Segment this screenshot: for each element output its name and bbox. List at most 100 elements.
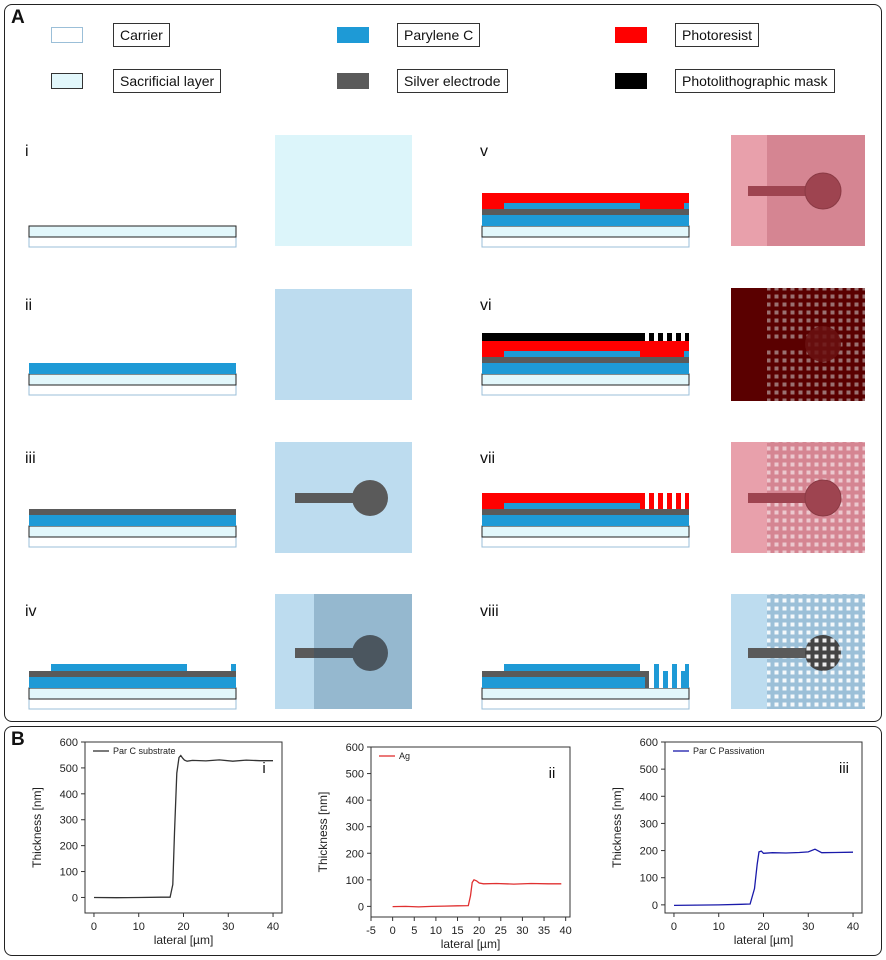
legend-label-carrier: Carrier [113,23,170,47]
chart-i-xtick-label: 20 [177,921,189,933]
chart-i-frame [84,741,283,914]
chart-ii-ytick-label: 600 [346,742,364,754]
chart-ii-xtick-label: 15 [451,925,463,937]
chart-iii-panel-label: iii [839,760,849,777]
step-label-ii: ii [25,297,33,314]
chart-ii-ytick-label: 500 [346,769,364,781]
top-view-i [275,135,412,246]
top-view-iii [275,442,412,553]
chart-iii-ytick-label: 500 [640,764,658,776]
top-view-viii [731,594,865,709]
chart-ii-xtick-label: 35 [538,925,550,937]
cross-section-ii [28,363,237,396]
top-view-iv [275,594,412,709]
top-view-vii [731,442,865,553]
chart-iii-xtick-label: 30 [802,921,814,933]
panel-b: B 0 100 200 300 400 500 600 0 10 20 30 40 Par C subs… [4,726,882,956]
step-label-vi: vi [480,297,492,314]
legend-label-photoresist: Photoresist [675,23,760,47]
cross-section-iii [28,509,237,548]
chart-ii-ytick-label: 200 [346,848,364,860]
chart-iii-ytick-label: 600 [640,737,658,749]
chart-iii-ytick-label: 0 [652,900,658,912]
chart-iii-xtick-label: 0 [671,921,677,933]
chart-ii-xtick-label: 0 [390,925,396,937]
chart-ii-xtick-label: 5 [411,925,417,937]
chart-ii-ytick-label: 400 [346,795,364,807]
legend-swatch-parylene [337,27,369,43]
chart-iii-ytick-label: 300 [640,818,658,830]
chart-iii-xlabel: lateral [µm] [734,933,794,947]
top-view-v [731,135,865,246]
chart-ii-frame [370,746,571,918]
chart-i-xtick-label: 40 [267,921,279,933]
chart-ii-xtick-label: 20 [473,925,485,937]
legend-label-sacrificial: Sacrificial layer [113,69,222,93]
chart-ii-ytick-label: 300 [346,822,364,834]
chart-i-ylabel: Thickness [nm] [30,787,44,868]
chart-iii-line [673,848,854,907]
step-label-v: v [480,143,488,160]
chart-i-ytick-label: 500 [60,763,78,775]
chart-i-xtick-label: 30 [222,921,234,933]
chart-i-panel-label: i [262,760,265,777]
chart-i-xlabel: lateral [µm] [154,933,214,947]
chart-ii-xtick-label: -5 [366,925,376,937]
cross-section-viii [481,664,690,710]
chart-ii-ylabel: Thickness [nm] [316,792,330,873]
panel-b-label: B [11,729,25,750]
chart-ii-ytick-label: 0 [358,901,364,913]
panel-a-label: A [11,7,25,28]
legend-swatch-carrier [51,27,83,43]
step-label-iii: iii [25,450,36,467]
panel-a: A Carrier Parylene C Photoresist Sacrifi… [4,4,882,722]
chart-i-xtick-label: 0 [91,921,97,933]
chart-ii-xtick-label: 10 [430,925,442,937]
legend-label-parylene: Parylene C [397,23,481,47]
step-label-iv: iv [25,603,37,620]
legend-swatch-sacrificial [51,73,83,89]
legend-swatch-silver [337,73,369,89]
chart-i-ytick-label: 0 [72,892,78,904]
chart-iii-frame [664,741,863,914]
legend-label-silver: Silver electrode [397,69,508,93]
chart-i-ytick-label: 400 [60,789,78,801]
chart-ii-panel-label: ii [549,765,556,782]
step-label-vii: vii [480,450,496,467]
chart-ii-xtick-label: 40 [560,925,572,937]
chart-iii-ytick-label: 200 [640,846,658,858]
chart-iii-legend-label: Par C Passivation [693,746,765,756]
cross-section-vi [481,333,690,396]
cross-section-v [481,193,690,248]
cross-section-i [28,225,237,248]
chart-i-xtick-label: 10 [133,921,145,933]
chart-i-legend-label: Par C substrate [113,746,176,756]
chart-iii-xtick-label: 10 [713,921,725,933]
chart-i-ytick-label: 600 [60,737,78,749]
chart-iii-xtick-label: 40 [847,921,859,933]
chart-iii-xtick-label: 20 [757,921,769,933]
chart-iii-ylabel: Thickness [nm] [610,787,624,868]
chart-iii-ytick-label: 400 [640,791,658,803]
cross-section-vii [481,493,690,548]
step-label-i: i [25,143,29,160]
chart-ii-xlabel: lateral [µm] [441,937,501,951]
chart-i-line [93,754,273,899]
chart-ii-xtick-label: 30 [516,925,528,937]
step-label-viii: viii [480,603,499,620]
chart-ii-xtick-label: 25 [495,925,507,937]
chart-ii-legend-label: Ag [399,751,410,761]
chart-i-ytick-label: 100 [60,867,78,879]
cross-section-iv [28,664,237,710]
chart-ii-line [392,878,562,908]
legend-swatch-photoresist [615,27,647,43]
process-diagram [28,135,865,710]
top-view-ii [275,289,412,400]
top-view-vi [731,288,865,401]
legend-label-mask: Photolithographic mask [675,69,835,93]
chart-i-ytick-label: 300 [60,815,78,827]
chart-i-ytick-label: 200 [60,841,78,853]
legend-swatch-mask [615,73,647,89]
chart-ii-ytick-label: 100 [346,875,364,887]
